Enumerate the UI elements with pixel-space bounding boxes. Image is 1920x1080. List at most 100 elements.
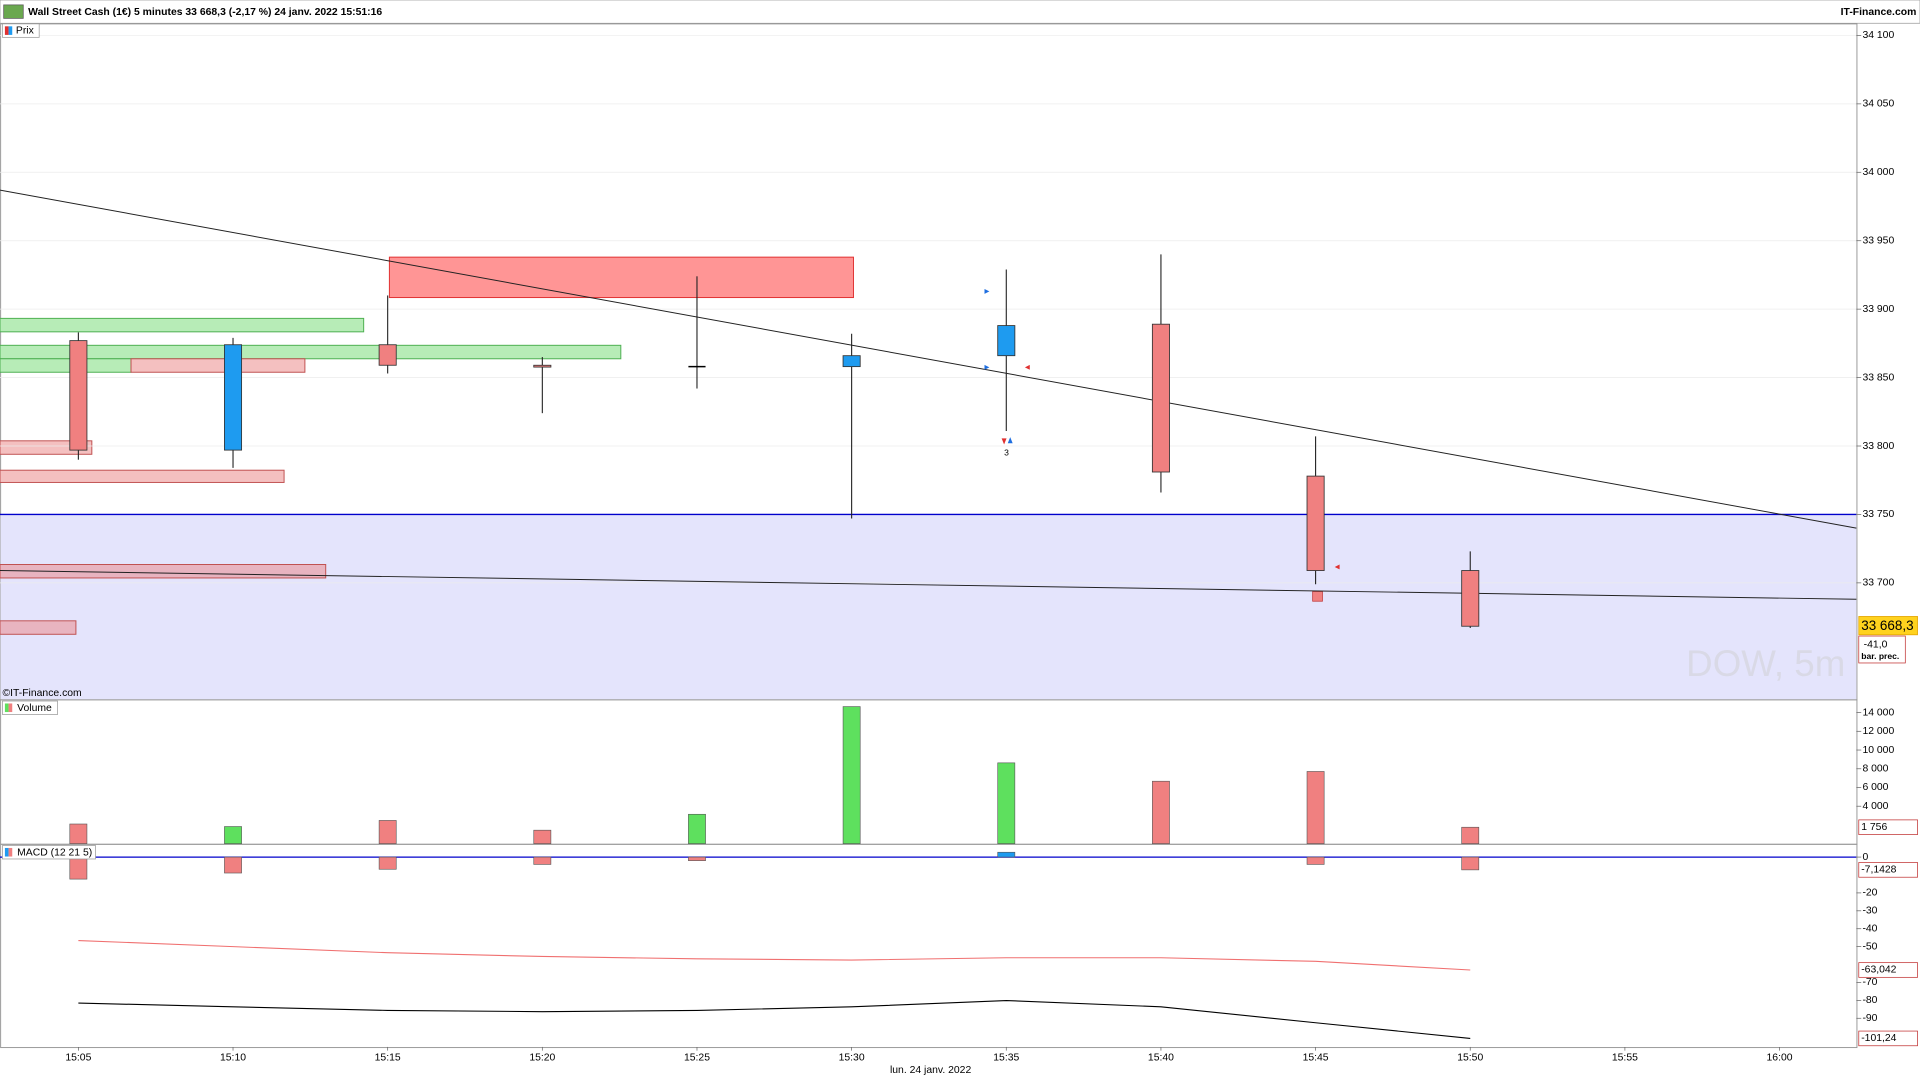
zone [130, 358, 306, 373]
trendline [0, 189, 1857, 529]
value-label-box [1858, 862, 1918, 878]
volume-bar [842, 706, 861, 844]
signal-marker [1024, 364, 1030, 370]
app-icon[interactable] [3, 4, 24, 19]
x-tick-label: 15:45 [1303, 1053, 1329, 1064]
change-label: -41,0 [1864, 639, 1888, 650]
y-tick-label: 6 000 [1862, 782, 1888, 793]
zone [0, 358, 132, 373]
y-tick-label: 0 [1862, 852, 1868, 863]
change-note: bar. prec. [1861, 651, 1899, 661]
x-tick-label: 15:50 [1457, 1053, 1483, 1064]
y-tick-label: 14 000 [1862, 707, 1894, 718]
candle-body [224, 344, 243, 451]
x-axis-label: lun. 24 janv. 2022 [890, 1065, 971, 1076]
zone [0, 620, 77, 635]
volume-bar [1306, 771, 1325, 844]
volume-bar [997, 762, 1016, 844]
value-label-box [1858, 819, 1918, 835]
signal-marker [1007, 437, 1013, 444]
volume-bar [378, 820, 397, 844]
support-zone [0, 514, 1857, 700]
header-source: IT-Finance.com [1841, 7, 1917, 18]
histogram-bar [69, 856, 88, 880]
y-tick-label: 34 000 [1862, 167, 1894, 178]
y-tick-label: 12 000 [1862, 726, 1894, 737]
value-label: -7,1428 [1861, 865, 1896, 876]
y-tick-label: 33 800 [1862, 441, 1894, 452]
x-tick-label: 15:10 [220, 1053, 246, 1064]
histogram-bar [533, 856, 552, 865]
histogram-bar [224, 856, 242, 874]
x-tick-label: 15:40 [1148, 1053, 1174, 1064]
y-tick-label: 10 000 [1862, 745, 1894, 756]
candle-body [842, 355, 861, 368]
volume-bar [1152, 780, 1170, 844]
legend-title: Volume [17, 703, 52, 714]
y-tick-label: 8 000 [1862, 764, 1888, 775]
y-tick-label: 33 900 [1862, 304, 1894, 315]
histogram-bar [688, 856, 706, 861]
value-label: -101,24 [1861, 1033, 1896, 1044]
legend-box[interactable] [2, 700, 58, 715]
x-tick-label: 15:15 [375, 1053, 401, 1064]
macd-pane [0, 843, 1858, 1049]
legend-swatch [8, 703, 13, 713]
zone [0, 469, 285, 483]
histogram-bar [1306, 856, 1325, 865]
volume-bar [69, 823, 88, 844]
copyright: ©IT-Finance.com [2, 688, 81, 699]
legend-swatch [8, 26, 13, 35]
y-tick-label: -80 [1862, 995, 1877, 1006]
header-bar [0, 0, 1920, 24]
macd-line [78, 999, 1471, 1039]
x-tick-label: 15:20 [529, 1053, 555, 1064]
last-price-label: 33 668,3 [1861, 618, 1913, 633]
signal-marker [984, 364, 990, 370]
candle-body [1151, 323, 1170, 473]
histogram-bar [378, 856, 397, 870]
last-price-box [1858, 616, 1918, 636]
y-tick-label: -40 [1862, 923, 1877, 934]
watermark: DOW, 5m [1686, 643, 1845, 684]
legend-title: Prix [16, 25, 35, 36]
value-label: -63,042 [1861, 965, 1896, 976]
legend-title: MACD (12 21 5) [17, 848, 92, 859]
value-label-box [1858, 962, 1918, 978]
signal-marker [1334, 564, 1340, 570]
signal-marker [1001, 438, 1007, 445]
zone [0, 440, 93, 455]
legend-box[interactable] [2, 845, 96, 860]
x-tick-label: 15:35 [993, 1053, 1019, 1064]
trendline [0, 570, 1857, 600]
y-tick-label: -70 [1862, 977, 1877, 988]
y-tick-label: 4 000 [1862, 801, 1888, 812]
y-tick-label: -50 [1862, 941, 1877, 952]
legend-swatch [4, 847, 9, 857]
y-tick-label: 33 750 [1862, 509, 1894, 520]
signal-marker [984, 288, 990, 294]
volume-bar [224, 826, 242, 844]
value-label: 1 756 [1861, 822, 1887, 833]
x-tick-label: 15:05 [65, 1053, 91, 1064]
legend-swatch [4, 703, 9, 713]
y-tick-label: 33 850 [1862, 372, 1894, 383]
candle-body [69, 340, 88, 451]
volume-bar [688, 813, 706, 844]
histogram-bar [997, 851, 1016, 858]
volume-bar [1461, 826, 1480, 844]
y-tick-label: -90 [1862, 1013, 1877, 1024]
y-tick-label: 34 100 [1862, 30, 1894, 41]
candle-body [378, 344, 397, 366]
histogram-bar [1461, 856, 1480, 871]
x-tick-label: 15:55 [1612, 1053, 1638, 1064]
zone [0, 317, 365, 333]
candle-body [997, 325, 1016, 357]
candle-body [1306, 475, 1325, 571]
zones [0, 256, 1323, 635]
y-tick-label: -30 [1862, 906, 1877, 917]
zone [0, 344, 622, 360]
value-label-box [1858, 1030, 1918, 1047]
change-box [1858, 635, 1906, 664]
y-tick-label: 33 950 [1862, 235, 1894, 246]
